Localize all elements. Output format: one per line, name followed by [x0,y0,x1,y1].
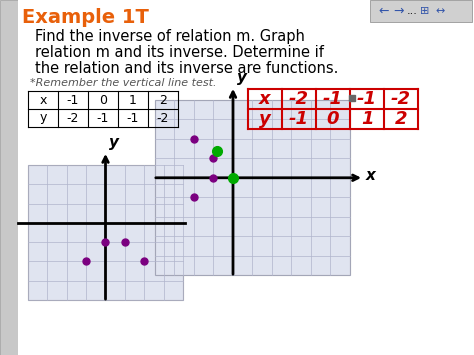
Text: y: y [259,110,271,128]
Bar [0,0,18,355]
Text: 1: 1 [129,93,137,106]
Text: the relation and its inverse are functions.: the relation and its inverse are functio… [35,61,338,76]
Text: x: x [259,90,271,108]
Text: x: x [39,93,46,106]
Text: ⊞: ⊞ [420,6,429,16]
Text: -2: -2 [67,111,79,125]
Text: Example 1T: Example 1T [22,8,149,27]
Text: -2: -2 [391,90,411,108]
Text: 2: 2 [395,110,407,128]
Text: →: → [393,5,403,17]
Text: 0: 0 [327,110,339,128]
Text: y: y [39,111,46,125]
Text: *Remember the vertical line test.: *Remember the vertical line test. [30,78,217,88]
Text: -1: -1 [323,90,343,108]
Text: ↔: ↔ [435,6,444,16]
Text: -1: -1 [67,93,79,106]
Text: -1: -1 [127,111,139,125]
Text: -1: -1 [97,111,109,125]
Text: x: x [366,168,376,183]
Text: -1: -1 [357,90,377,108]
Text: y: y [237,70,247,85]
Text: 0: 0 [99,93,107,106]
Text: ...: ... [407,6,418,16]
Text: -2: -2 [289,90,309,108]
Text: 1: 1 [361,110,373,128]
Text: ←: ← [378,5,389,17]
Text: relation m and its inverse. Determine if: relation m and its inverse. Determine if [35,45,324,60]
Bar [370,0,472,22]
Text: 2: 2 [159,93,167,106]
Bar [155,100,350,275]
Bar [28,165,183,300]
Text: -1: -1 [289,110,309,128]
Text: Find the inverse of relation m. Graph: Find the inverse of relation m. Graph [35,29,305,44]
Text: -2: -2 [157,111,169,125]
Text: y: y [109,135,119,150]
